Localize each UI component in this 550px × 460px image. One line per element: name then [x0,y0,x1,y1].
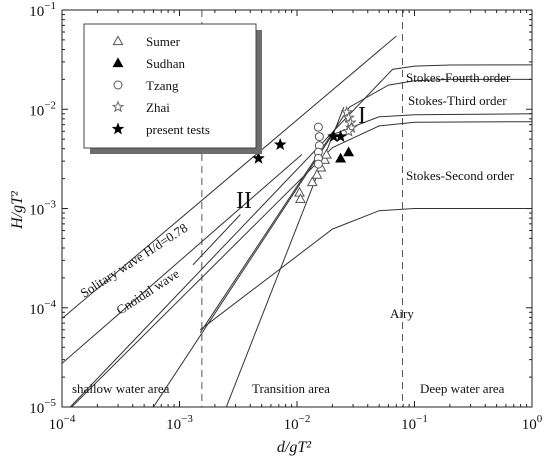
y-tick-label-1: 10−5 [29,397,56,417]
annotation-shallow: shallow water area [72,381,170,396]
data-point-zhai [340,105,354,118]
legend-label-sumer: Sumer [146,34,181,49]
x-tick-label-2-base: 10 [166,417,181,433]
y-tick-label-2-exponent: −4 [44,298,56,310]
y-tick-label-4: 10−2 [29,99,56,119]
data-point-sumer [320,148,332,159]
legend-label-zhai: Zhai [146,100,170,115]
x-axis-title: d/gT² [277,439,312,456]
legend-marker-present-tests [111,122,125,135]
x-tick-label-5: 100 [522,413,543,433]
x-tick-label-3-exponent: −2 [299,413,311,425]
legend-label-sudhan: Sudhan [146,56,186,71]
legend-marker-sumer [112,35,124,46]
data-point-tzang [313,122,323,132]
x-tick-label-3: 10−2 [284,413,311,433]
data-point-present-tests [273,137,287,150]
annotation-stokes3: Stokes-Third order [408,93,507,108]
data-point-sumer [295,193,306,204]
annotation-stokes4: Stokes-Fourth order [406,70,511,85]
y-tick-label-5-exponent: −1 [44,0,56,12]
x-tick-label-1: 10−4 [49,413,76,433]
x-tick-label-5-base: 10 [522,417,537,433]
legend-marker-sudhan [112,57,124,68]
boundary-line-solitary-wave-h-d-0-78 [62,35,397,319]
legend-marker-tzang [113,80,123,90]
data-points [252,105,358,204]
data-point-zhai [342,111,355,124]
y-tick-label-3: 10−3 [29,199,56,219]
boundary-line-cnoidal-short-segment [192,214,241,266]
boundary-line-stokes-third-order [199,78,532,333]
data-point-present-tests [334,129,347,142]
boundary-line-stokes-second-order-lower [70,121,532,407]
y-tick-label-3-exponent: −3 [44,199,56,211]
y-tick-label-5: 10−1 [29,0,56,20]
annotation-region-1: I [358,103,366,129]
annotation-deep: Deep water area [420,381,505,396]
annotation-transition: Transition area [252,381,330,396]
legend-label-present-tests: present tests [146,122,210,137]
annotation-region-2: II [236,188,252,214]
data-point-present-tests [252,151,265,164]
data-point-sumer [311,168,323,179]
x-tick-label-4: 10−1 [401,413,428,433]
y-tick-label-2: 10−4 [29,298,56,318]
x-tick-label-2-exponent: −3 [181,413,193,425]
data-point-sumer [306,176,318,187]
y-tick-label-1-exponent: −5 [44,397,56,409]
boundary-line-stokes-fourth-order [69,64,532,407]
y-axis-title: H/gT² [9,190,26,230]
annotation-airy: Airy [390,306,414,321]
data-point-tzang [313,159,323,169]
legend: Sumer Sudhan Tzang Zhai present tests [83,23,262,154]
data-point-sudhan [343,146,355,157]
x-tick-label-4-exponent: −1 [416,413,428,425]
x-tick-label-4-base: 10 [401,417,416,433]
x-tick-label-5-exponent: 0 [537,413,543,425]
y-tick-label-4-base: 10 [29,103,44,119]
y-tick-label-3-base: 10 [29,203,44,219]
y-tick-label-4-exponent: −2 [44,99,56,111]
legend-marker-zhai [111,100,125,113]
legend-label-tzang: Tzang [146,78,179,93]
x-tick-label-1-exponent: −4 [64,413,76,425]
axis-ticks [61,10,532,408]
boundary-line-cnoidal-wave [62,154,303,364]
legend-items: Sumer Sudhan Tzang Zhai present tests [111,34,210,137]
y-tick-label-2-base: 10 [29,302,44,318]
x-tick-label-1-base: 10 [49,417,64,433]
x-tick-label-2: 10−3 [166,413,193,433]
annotation-stokes2: Stokes-Second order [406,168,515,183]
data-point-tzang [314,132,324,142]
data-point-zhai [342,124,355,137]
boundary-line-stokes-second-order-upper [152,113,532,407]
x-tick-label-3-base: 10 [284,417,299,433]
data-point-sudhan [335,152,347,163]
y-tick-label-1-base: 10 [29,401,44,417]
boundary-line-airy [199,208,532,331]
y-tick-label-5-base: 10 [29,4,44,20]
